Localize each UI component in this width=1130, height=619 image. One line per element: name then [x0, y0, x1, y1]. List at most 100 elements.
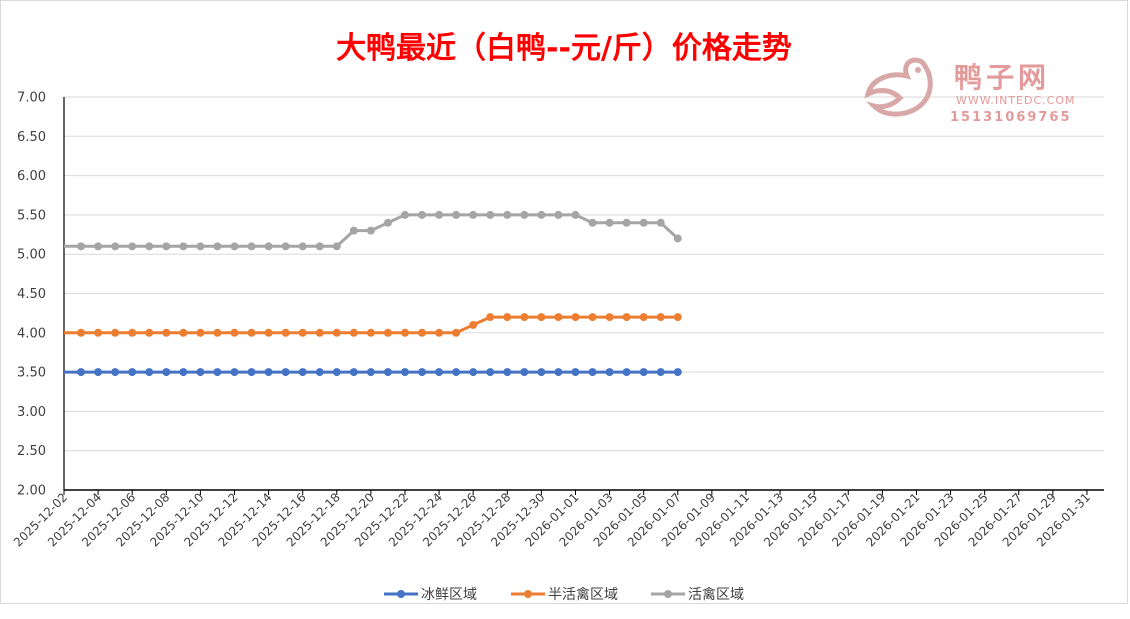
legend-label: 半活禽区域: [548, 586, 618, 603]
data-point: [179, 368, 188, 377]
legend-label: 冰鲜区域: [421, 587, 477, 603]
series-2: [64, 313, 682, 337]
data-point: [366, 328, 375, 337]
data-point: [77, 242, 86, 251]
data-point: [503, 368, 512, 377]
data-point: [571, 210, 580, 219]
legend-marker: [664, 590, 672, 598]
data-point: [366, 368, 375, 377]
data-point: [128, 242, 137, 251]
data-point: [520, 368, 529, 377]
data-point: [281, 328, 290, 337]
x-axis: [63, 97, 1104, 495]
data-point: [298, 242, 307, 251]
data-point: [264, 368, 273, 377]
data-point: [111, 328, 120, 337]
y-axis-tick-labels: 2.00 2.50 3.00 3.50 4.00 4.50 5.00 5.50 6.00 6.50…: [17, 91, 46, 499]
data-point: [247, 328, 256, 337]
legend-label: 活禽区域: [688, 586, 744, 603]
data-point: [315, 242, 324, 251]
data-point: [520, 313, 529, 322]
data-point: [656, 313, 665, 322]
chart-title: 大鸭最近（白鸭--元/斤）价格走势: [336, 31, 792, 66]
y-tick-label: 3.00: [17, 405, 46, 420]
data-point: [179, 242, 188, 251]
data-point: [264, 328, 273, 337]
data-point: [196, 242, 205, 251]
data-point: [94, 328, 103, 337]
data-point: [656, 368, 665, 377]
data-point: [349, 328, 358, 337]
data-point: [94, 368, 103, 377]
data-point: [247, 368, 256, 377]
y-tick-label: 5.50: [17, 208, 46, 223]
data-point: [622, 368, 631, 377]
data-point: [230, 242, 239, 251]
chart-frame: [0, 0, 1128, 604]
data-point: [554, 368, 563, 377]
data-point: [588, 218, 597, 227]
y-tick-label: 4.50: [17, 287, 46, 302]
data-point: [383, 218, 392, 227]
data-point: [77, 328, 86, 337]
data-point: [503, 313, 512, 322]
y-tick-label: 5.00: [17, 248, 46, 263]
watermark-logo: 鸭子网 WWW.INTEDC.COM 15131069765: [862, 52, 1092, 132]
data-point: [145, 242, 154, 251]
watermark-brand: 鸭子网: [954, 61, 1051, 94]
data-point: [247, 242, 256, 251]
data-point: [111, 368, 120, 377]
gridlines: [64, 96, 1104, 452]
legend-item: 活禽区域: [651, 586, 744, 603]
data-point: [537, 313, 546, 322]
data-point: [418, 210, 427, 219]
series-1: [64, 368, 682, 377]
data-point: [332, 328, 341, 337]
data-point: [673, 313, 682, 322]
data-point: [230, 368, 239, 377]
data-point: [537, 368, 546, 377]
y-tick-label: 6.50: [17, 130, 46, 145]
data-point: [571, 313, 580, 322]
data-point: [469, 368, 478, 377]
data-point: [605, 313, 614, 322]
data-point: [162, 242, 171, 251]
data-point: [400, 328, 409, 337]
data-point: [77, 368, 86, 377]
data-point: [469, 320, 478, 329]
data-point: [383, 328, 392, 337]
data-point: [656, 218, 665, 227]
duck-logo-icon: [864, 57, 933, 117]
data-point: [264, 242, 273, 251]
data-point: [605, 218, 614, 227]
data-point: [639, 218, 648, 227]
data-point: [179, 328, 188, 337]
data-point: [128, 328, 137, 337]
data-point: [605, 368, 614, 377]
data-point: [162, 328, 171, 337]
legend-marker: [397, 590, 405, 598]
data-point: [639, 313, 648, 322]
data-point: [622, 218, 631, 227]
data-point: [452, 210, 461, 219]
data-point: [281, 242, 290, 251]
data-point: [435, 210, 444, 219]
data-point: [196, 328, 205, 337]
data-point: [622, 313, 631, 322]
data-point: [315, 328, 324, 337]
data-point: [366, 226, 375, 235]
y-tick-label: 7.00: [17, 91, 46, 106]
y-tick-label: 3.50: [17, 366, 46, 381]
y-tick-label: 4.00: [17, 326, 46, 341]
data-point: [162, 368, 171, 377]
data-point: [230, 328, 239, 337]
data-point: [435, 328, 444, 337]
x-axis-tick-labels: 2025-12-022025-12-042025-12-062025-12-08…: [11, 490, 1093, 549]
data-point: [639, 368, 648, 377]
y-tick-label: 2.50: [17, 444, 46, 459]
data-point: [400, 210, 409, 219]
data-point: [537, 210, 546, 219]
data-point: [111, 242, 120, 251]
watermark-phone: 15131069765: [950, 110, 1072, 125]
